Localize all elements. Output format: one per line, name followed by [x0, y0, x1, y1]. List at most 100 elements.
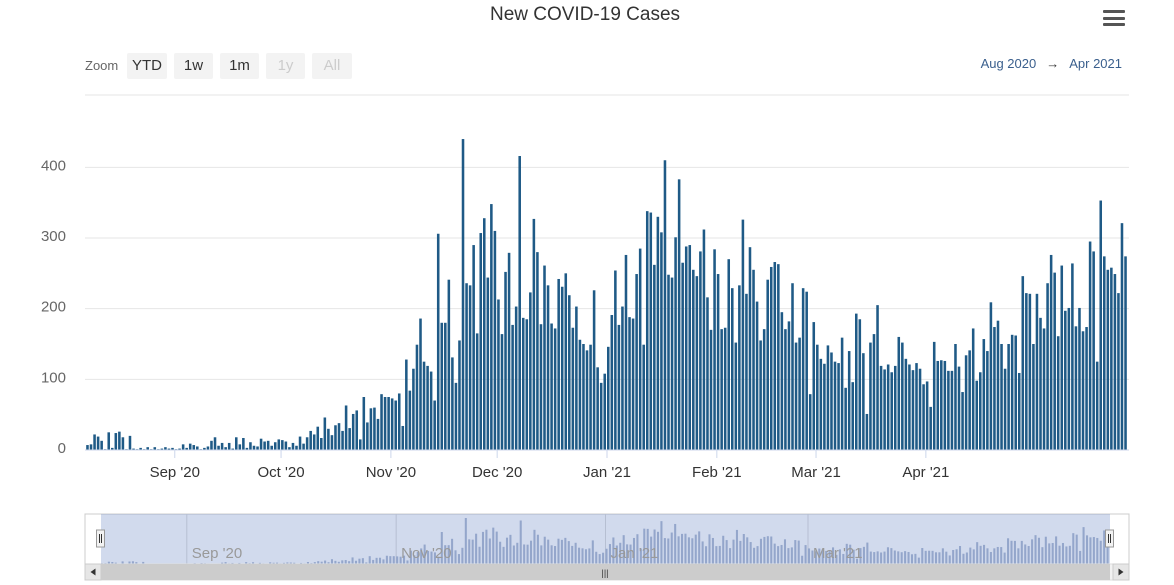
bar — [560, 286, 564, 450]
navigator-bar — [952, 549, 955, 564]
scroll-left-button[interactable] — [84, 563, 102, 581]
hamburger-menu-icon[interactable] — [1103, 10, 1125, 30]
navigator-bar — [433, 552, 436, 564]
navigator-bar — [626, 544, 629, 564]
bar — [344, 405, 348, 450]
navigator-bar — [142, 561, 145, 564]
navigator-mask[interactable] — [101, 514, 1110, 564]
navigator-bar — [780, 544, 783, 564]
bar — [419, 318, 422, 450]
navigator-bar — [783, 539, 787, 564]
navigator-bar — [399, 556, 402, 564]
bar — [312, 434, 316, 450]
navigator-bar — [464, 518, 467, 564]
bar — [656, 216, 660, 450]
range-from[interactable]: Aug 2020 — [980, 56, 1037, 71]
bar — [539, 324, 543, 450]
scrollbar-thumb[interactable] — [101, 564, 1110, 580]
navigator-bar — [818, 548, 821, 564]
scrollbar-grip-icon[interactable]: ||| — [601, 568, 608, 578]
bar — [465, 283, 468, 450]
bar — [833, 361, 837, 450]
bar — [472, 245, 475, 450]
navigator-bar — [828, 551, 831, 564]
bar — [518, 156, 521, 450]
zoom-1m-button[interactable]: 1m — [220, 53, 259, 79]
bar — [224, 447, 227, 450]
bar — [614, 270, 617, 450]
zoom-ytd-button[interactable]: YTD — [127, 53, 167, 79]
navigator-handle-left[interactable] — [96, 529, 105, 548]
navigator-bar — [1075, 534, 1078, 564]
navigator-bar — [989, 551, 992, 564]
bar — [1106, 269, 1110, 450]
navigator-bar — [804, 545, 807, 564]
scroll-right-button[interactable] — [1112, 563, 1130, 581]
bar — [1088, 241, 1092, 450]
bar — [362, 397, 366, 450]
bar — [132, 448, 135, 450]
navigator-bar — [595, 551, 598, 564]
navigator-bar — [790, 547, 793, 564]
bar — [617, 324, 621, 450]
bar — [787, 321, 791, 450]
navigator-bar — [1044, 536, 1047, 564]
bar — [1039, 317, 1042, 450]
navigator-labels: Sep '20 Nov '20 Jan '21 Mar '21 — [192, 545, 863, 562]
zoom-1w-button[interactable]: 1w — [174, 53, 213, 79]
bar — [883, 369, 886, 450]
range-to[interactable]: Apr 2021 — [1069, 56, 1122, 71]
navigator-bar — [258, 562, 261, 564]
bar — [188, 443, 192, 450]
bar — [865, 413, 869, 450]
navigator-bar — [392, 556, 395, 564]
navigator-bar — [859, 548, 862, 564]
zoom-1y-button[interactable]: 1y — [266, 53, 305, 79]
navigator-bar — [619, 542, 622, 564]
bar — [546, 285, 550, 450]
bar — [709, 329, 713, 450]
bar — [1124, 256, 1127, 450]
bar — [964, 355, 968, 450]
bar — [196, 446, 199, 450]
navigator-bar — [1072, 533, 1075, 564]
bar — [550, 323, 553, 450]
bar — [564, 273, 568, 450]
bar — [1032, 344, 1035, 450]
bar — [886, 364, 890, 450]
navigator-bar — [272, 562, 275, 564]
bar — [93, 434, 96, 450]
bar — [461, 139, 465, 451]
bar — [543, 265, 546, 450]
navigator-bar — [348, 561, 351, 564]
zoom-all-button[interactable]: All — [312, 53, 352, 79]
bar — [961, 392, 964, 450]
scrollbar[interactable]: ||| — [84, 563, 1130, 581]
navigator-bar — [238, 562, 241, 564]
navigator-bar — [643, 528, 646, 564]
navigator-bar — [468, 539, 471, 564]
bar — [507, 252, 511, 450]
bar — [514, 306, 518, 450]
navigator-handle-right[interactable] — [1105, 529, 1114, 548]
bar — [734, 342, 738, 450]
bar — [954, 344, 957, 450]
navigator-bar — [622, 535, 625, 564]
bar — [121, 437, 125, 450]
navigator-bar — [358, 558, 361, 564]
bar — [858, 319, 862, 450]
bar — [851, 382, 855, 450]
bar — [823, 363, 826, 450]
navigator-bar — [499, 541, 502, 564]
navigator[interactable]: Sep '20 Nov '20 Jan '21 Mar '21 — [84, 513, 1130, 565]
bar — [1025, 293, 1028, 450]
bar — [819, 358, 823, 450]
navigator-bar — [928, 550, 931, 564]
bar — [266, 440, 270, 450]
zoom-label: Zoom — [85, 58, 119, 73]
bar — [178, 448, 181, 450]
bar — [631, 318, 635, 450]
bar — [653, 264, 656, 450]
bar — [741, 219, 745, 450]
navigator-bar — [914, 553, 917, 564]
